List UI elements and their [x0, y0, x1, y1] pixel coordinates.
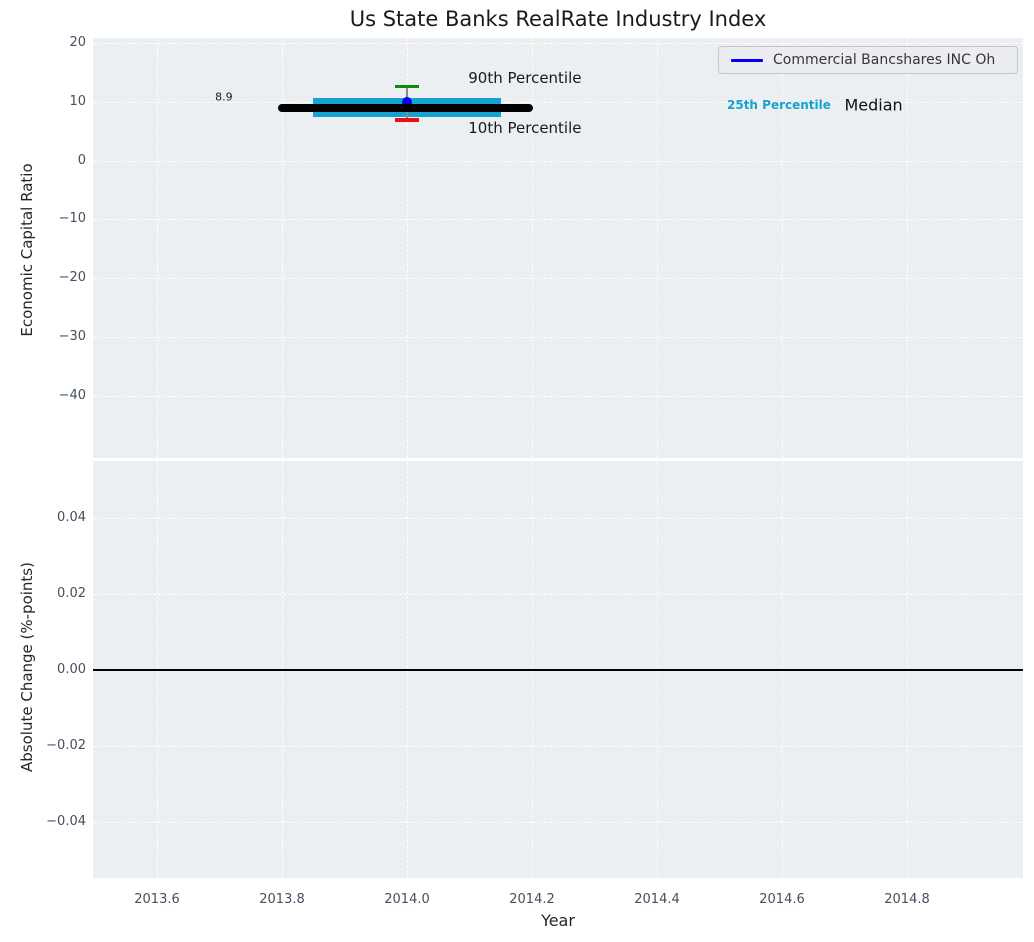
gridline-horizontal — [93, 822, 1023, 824]
x-tick-label: 2014.4 — [634, 892, 680, 907]
company-point — [402, 97, 412, 108]
annotation: 8.9 — [215, 90, 233, 104]
y-tick-label: −20 — [58, 270, 86, 286]
x-tick-label: 2014.8 — [884, 892, 930, 907]
x-tick-label: 2014.0 — [384, 892, 430, 907]
gridline-horizontal — [93, 336, 1023, 338]
annotation: 25th Percentile — [727, 98, 831, 112]
zero-line — [93, 669, 1023, 672]
x-tick-label: 2013.8 — [259, 892, 305, 907]
gridline-horizontal — [93, 746, 1023, 748]
gridline-horizontal — [93, 101, 1023, 103]
y-tick-label: −40 — [58, 387, 86, 403]
annotation: 10th Percentile — [468, 118, 582, 137]
gridline-vertical — [407, 38, 408, 458]
gridline-vertical — [907, 38, 908, 458]
y-tick-label: −30 — [58, 329, 86, 345]
gridline-horizontal — [93, 219, 1023, 221]
x-tick-label: 2013.6 — [134, 892, 180, 907]
annotation: Median — [844, 95, 903, 115]
gridline-vertical — [532, 38, 533, 458]
median-line — [278, 104, 533, 113]
y-tick-label: 0.04 — [57, 510, 86, 526]
chart-title: Us State Banks RealRate Industry Index — [349, 7, 767, 31]
legend-line-icon — [731, 58, 763, 62]
gridline-horizontal — [93, 594, 1023, 596]
y-tick-label: −10 — [58, 211, 86, 227]
gridline-horizontal — [93, 42, 1023, 44]
errorbar-cap-10th — [395, 118, 419, 122]
x-axis-label: Year — [541, 911, 575, 930]
top-plot-area — [93, 38, 1023, 458]
legend: Commercial Bancshares INC Oh — [718, 46, 1018, 74]
x-tick-label: 2014.6 — [759, 892, 805, 907]
gridline-vertical — [157, 38, 158, 458]
gridline-vertical — [782, 38, 783, 458]
legend-label: Commercial Bancshares INC Oh — [773, 52, 996, 68]
y-axis-label-economic-capital-ratio: Economic Capital Ratio — [18, 163, 36, 337]
errorbar-cap-90th — [395, 84, 419, 89]
y-tick-label: 0.02 — [57, 586, 86, 602]
y-tick-label: 0 — [77, 152, 86, 168]
x-tick-label: 2014.2 — [509, 892, 555, 907]
gridline-vertical — [657, 38, 658, 458]
y-tick-label: 20 — [69, 35, 86, 51]
gridline-horizontal — [93, 395, 1023, 397]
y-tick-label: −0.02 — [46, 738, 86, 754]
y-tick-label: 0.00 — [57, 662, 86, 678]
gridline-horizontal — [93, 278, 1023, 280]
gridline-horizontal — [93, 518, 1023, 520]
y-tick-label: −0.04 — [46, 814, 86, 830]
gridline-vertical — [282, 38, 283, 458]
annotation: 90th Percentile — [468, 68, 582, 87]
y-tick-label: 10 — [69, 93, 86, 109]
gridline-horizontal — [93, 160, 1023, 162]
